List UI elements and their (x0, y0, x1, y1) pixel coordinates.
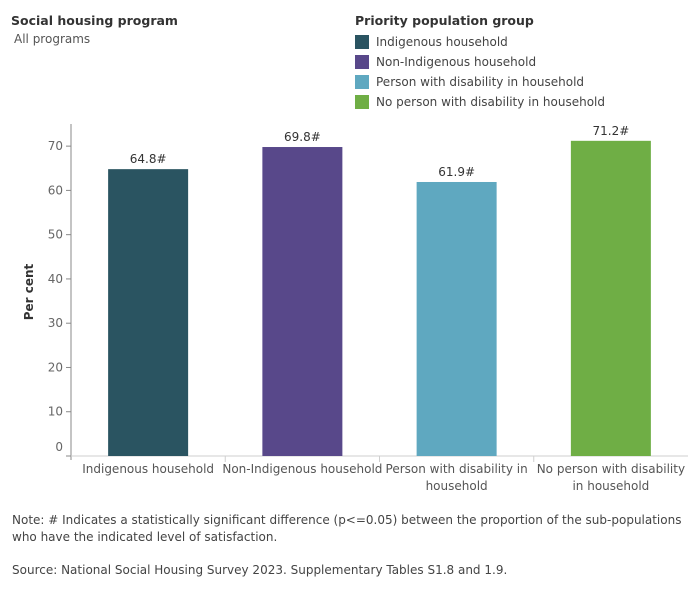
program-filter[interactable]: Social housing program All programs (11, 12, 178, 48)
legend-swatch-disability (355, 75, 369, 89)
y-tick-label-50: 50 (48, 228, 63, 242)
legend-title: Priority population group (355, 13, 534, 28)
legend-label-indigenous: Indigenous household (376, 35, 508, 49)
program-filter-value[interactable]: All programs (14, 32, 91, 46)
bar-value-label-1: 64.8# (130, 152, 167, 166)
legend-swatch-no-disability (355, 95, 369, 109)
y-tick-label-40: 40 (48, 272, 63, 286)
x-category-label-4-line-1: No person with disability (537, 462, 685, 476)
bar-3 (416, 181, 497, 457)
legend-label-non-indigenous: Non-Indigenous household (376, 55, 537, 69)
x-category-label-2: Non-Indigenous household (222, 462, 382, 476)
x-category-label-3-line-1: Person with disability in (386, 462, 528, 476)
legend-swatch-indigenous (355, 35, 369, 49)
x-category-label-4-line-2: in household (572, 479, 649, 493)
y-tick-label-30: 30 (48, 316, 63, 330)
x-category-label-1: Indigenous household (82, 462, 214, 476)
legend-item-disability[interactable]: Person with disability in household (355, 72, 605, 92)
y-tick-label-60: 60 (48, 183, 63, 197)
bar-value-label-4: 71.2# (592, 124, 629, 138)
legend-item-no-disability[interactable]: No person with disability in household (355, 92, 605, 112)
y-tick-label-0: 0 (55, 440, 63, 454)
legend-label-no-disability: No person with disability in household (376, 95, 605, 109)
legend: Priority population group Indigenous hou… (355, 12, 605, 112)
chart-note: Note: # Indicates a statistically signif… (12, 513, 682, 544)
bar-2 (262, 147, 343, 456)
bar-value-label-3: 61.9# (438, 165, 475, 179)
program-filter-label: Social housing program (11, 13, 178, 28)
bar-1 (108, 169, 189, 457)
y-axis-title: Per cent (22, 263, 36, 320)
y-tick-label-10: 10 (48, 405, 63, 419)
legend-item-non-indigenous[interactable]: Non-Indigenous household (355, 52, 605, 72)
y-tick-label-70: 70 (48, 139, 63, 153)
chart-source: Source: National Social Housing Survey 2… (12, 563, 508, 577)
bar-4 (570, 140, 651, 456)
y-tick-label-20: 20 (48, 360, 63, 374)
legend-label-disability: Person with disability in household (376, 75, 585, 89)
bar-value-label-2: 69.8# (284, 130, 321, 144)
legend-swatch-non-indigenous (355, 55, 369, 69)
x-category-label-3-line-2: household (426, 479, 488, 493)
legend-item-indigenous[interactable]: Indigenous household (355, 32, 605, 52)
